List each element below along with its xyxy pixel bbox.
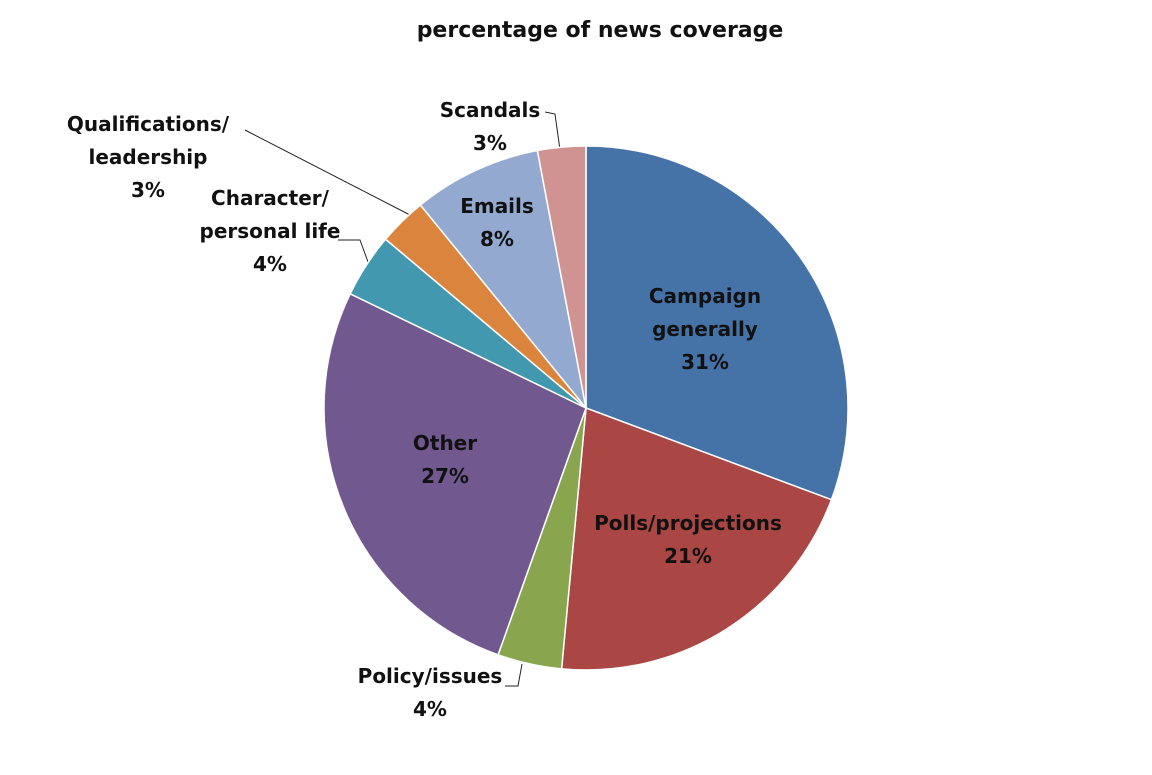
slice-label: Campaign generally 31%	[635, 280, 775, 379]
leader-line	[505, 663, 523, 687]
slice-label: Polls/projections 21%	[593, 507, 783, 573]
category-label: Qualifications/ leadership	[66, 112, 230, 169]
value-label: 8%	[480, 227, 514, 251]
pie-slice	[585, 145, 849, 501]
pie-slice	[419, 149, 587, 409]
category-label: Emails	[460, 194, 534, 218]
category-label: Scandals	[439, 98, 541, 122]
category-label: Other	[412, 431, 478, 455]
slice-label: Character/ personal life 4%	[185, 182, 355, 281]
leader-line	[338, 239, 369, 263]
slice-label: Scandals 3%	[395, 94, 585, 160]
pie-slice	[536, 145, 587, 409]
value-label: 4%	[413, 697, 447, 721]
leader-line	[244, 129, 411, 216]
slice-label: Emails 8%	[402, 190, 592, 256]
category-label: Character/ personal life	[199, 186, 341, 243]
pie-slice	[323, 292, 587, 656]
value-label: 4%	[253, 252, 287, 276]
slice-label: Policy/issues 4%	[335, 660, 525, 726]
slice-label: Qualifications/ leadership 3%	[63, 108, 233, 207]
leader-line	[544, 111, 561, 151]
category-label: Polls/projections	[594, 511, 782, 535]
category-label: Campaign generally	[648, 284, 762, 341]
value-label: 31%	[681, 350, 729, 374]
pie-slice	[560, 406, 833, 671]
slice-label: Other 27%	[350, 427, 540, 493]
category-label: Policy/issues	[357, 664, 503, 688]
value-label: 21%	[664, 544, 712, 568]
chart-title: percentage of news coverage	[416, 18, 784, 43]
value-label: 3%	[131, 178, 165, 202]
value-label: 27%	[421, 464, 469, 488]
value-label: 3%	[473, 131, 507, 155]
